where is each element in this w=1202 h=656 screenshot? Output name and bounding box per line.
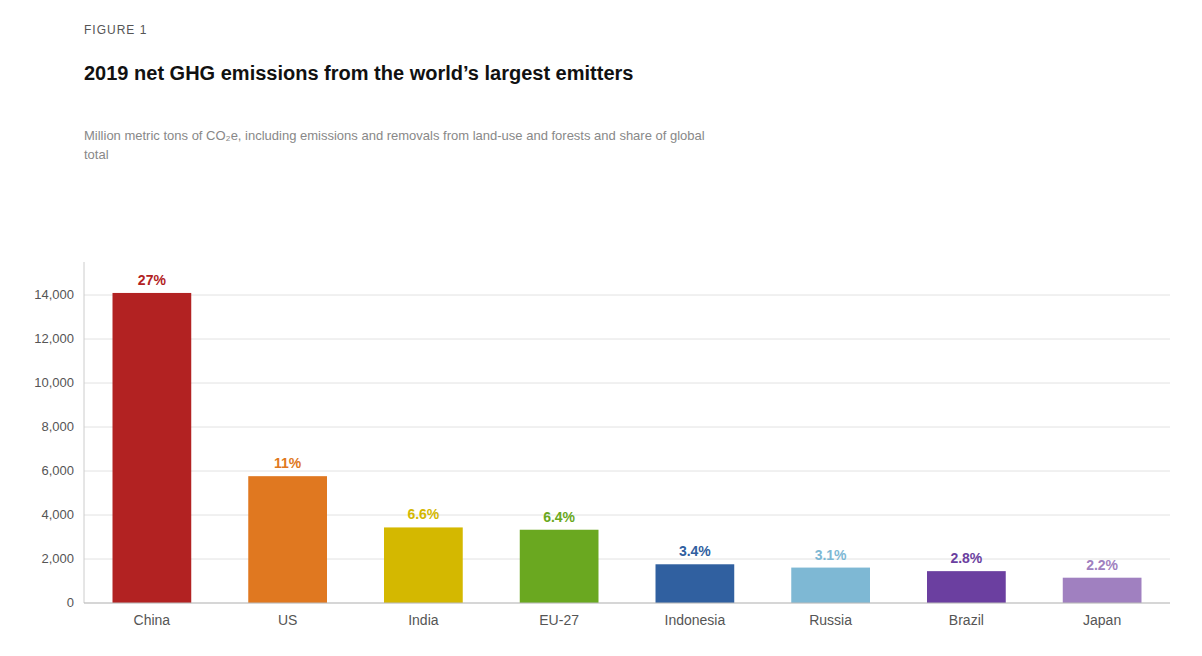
y-tick-label: 14,000 [34, 287, 74, 302]
chart: FIGURE 1 2019 net GHG emissions from the … [0, 0, 1202, 656]
x-tick-label: Brazil [949, 612, 984, 628]
y-tick-label: 2,000 [41, 551, 74, 566]
bar [248, 476, 327, 603]
data-label: 3.1% [815, 547, 847, 563]
y-tick-label: 6,000 [41, 463, 74, 478]
x-tick-label: India [408, 612, 439, 628]
grid [84, 295, 1170, 603]
subtitle: Million metric tons of CO₂e, including e… [84, 128, 705, 162]
x-tick-label: Japan [1083, 612, 1121, 628]
bar [927, 571, 1006, 603]
bar [1063, 578, 1142, 603]
x-tick-label: Russia [809, 612, 852, 628]
y-tick-label: 10,000 [34, 375, 74, 390]
data-label: 27% [138, 272, 167, 288]
figure-label: FIGURE 1 [84, 23, 147, 37]
x-tick-label: US [278, 612, 297, 628]
grid-line [84, 295, 1170, 296]
grid-line [84, 471, 1170, 472]
y-tick-label: 4,000 [41, 507, 74, 522]
y-axis-line [84, 262, 85, 603]
data-label: 2.8% [950, 550, 982, 566]
y-tick-label: 0 [67, 595, 74, 610]
data-label: 2.2% [1086, 557, 1118, 573]
grid-line [84, 427, 1170, 428]
grid-line [84, 383, 1170, 384]
bar [791, 568, 870, 603]
bar [656, 564, 735, 603]
grid-line [84, 339, 1170, 340]
title: 2019 net GHG emissions from the world’s … [84, 62, 633, 84]
grid-line [84, 515, 1170, 516]
bar [384, 527, 463, 603]
data-label: 3.4% [679, 543, 711, 559]
x-axis-line [84, 603, 1170, 604]
x-tick-label: Indonesia [665, 612, 726, 628]
y-tick-label: 8,000 [41, 419, 74, 434]
grid-line [84, 603, 1170, 604]
x-tick-label: EU-27 [539, 612, 579, 628]
grid-line [84, 559, 1170, 560]
bar [113, 293, 192, 603]
x-tick-label: China [134, 612, 171, 628]
data-label: 6.4% [543, 509, 575, 525]
data-label: 6.6% [407, 506, 439, 522]
bars [113, 293, 1142, 603]
y-tick-label: 12,000 [34, 331, 74, 346]
data-label: 11% [274, 455, 302, 471]
bar [520, 530, 599, 603]
